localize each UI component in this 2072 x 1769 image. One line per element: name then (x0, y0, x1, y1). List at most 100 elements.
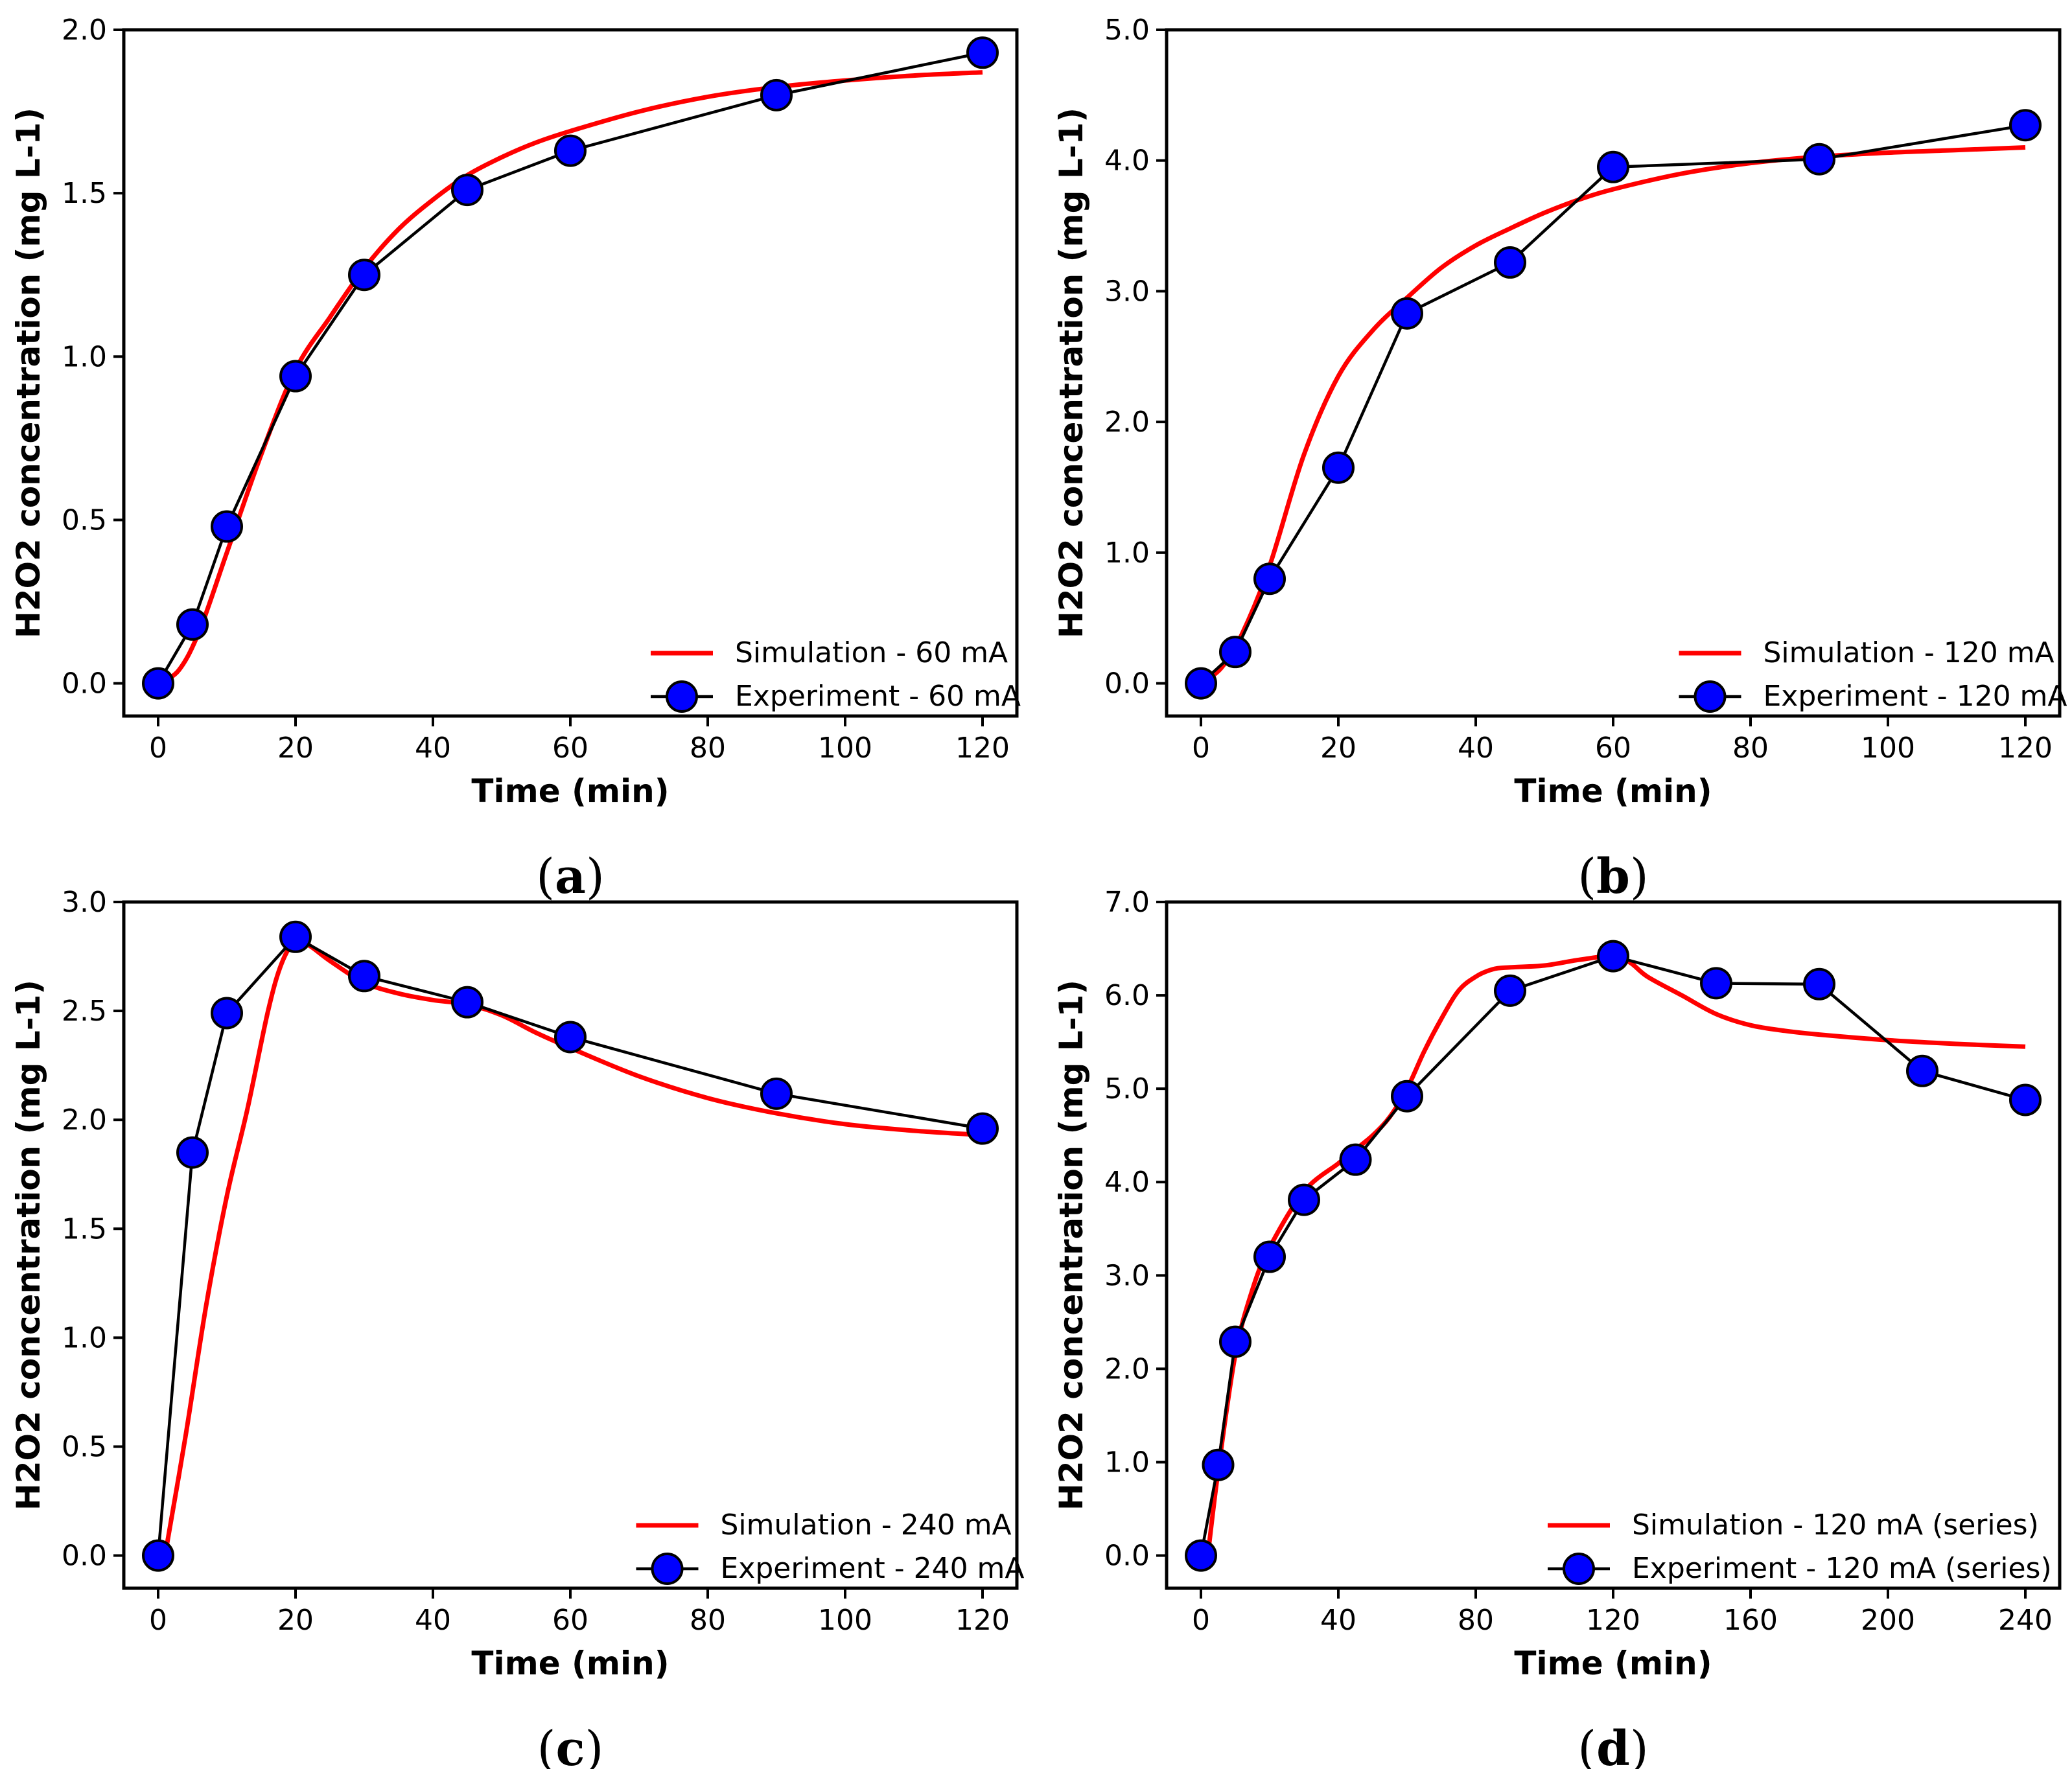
experiment-point (211, 510, 243, 543)
y-tick-label: 1.5 (62, 177, 107, 210)
y-tick-label: 7.0 (1104, 886, 1150, 919)
y-tick-label: 1.0 (62, 340, 107, 373)
x-tick-label: 20 (1320, 732, 1356, 765)
experiment-point (760, 78, 793, 111)
panel-label: (d) (1577, 1721, 1649, 1769)
y-tick-label: 4.0 (1104, 1166, 1150, 1199)
x-tick-label: 0 (149, 732, 167, 765)
panel-label-paren: ( (1577, 849, 1596, 905)
y-tick-label: 0.0 (1104, 1540, 1150, 1573)
x-tick-label: 120 (1586, 1604, 1640, 1637)
legend-simulation-label: Simulation - 240 mA (721, 1509, 1012, 1542)
experiment-point (2009, 1083, 2042, 1116)
x-axis-label: Time (min) (471, 772, 669, 810)
x-axis-label: Time (min) (1514, 1645, 1712, 1682)
panel-label-paren: ) (1630, 849, 1649, 905)
legend: Simulation - 120 mA Experiment - 120 mA (1679, 636, 2067, 713)
y-tick-label: 1.0 (62, 1321, 107, 1354)
experiment-point (451, 174, 483, 207)
panel-label-letter: a (555, 849, 586, 905)
y-tick-label: 0.5 (62, 503, 107, 537)
experiment-point (348, 960, 380, 993)
experiment-point (554, 1021, 587, 1054)
x-axis-label: Time (min) (1514, 772, 1712, 810)
experiment-point (348, 259, 380, 292)
y-tick-label: 5.0 (1104, 14, 1150, 47)
experiment-point (1391, 297, 1423, 330)
panel-label-paren: ( (536, 849, 555, 905)
x-tick-label: 20 (277, 732, 314, 765)
legend-experiment-label: Experiment - 60 mA (735, 680, 1021, 713)
x-tick-label: 80 (690, 1604, 726, 1637)
y-tick-label: 0.5 (62, 1430, 107, 1463)
panel-label: (a) (536, 849, 605, 905)
experiment-point (966, 36, 999, 69)
legend-experiment-label: Experiment - 120 mA (1764, 680, 2067, 713)
simulation-line (1199, 145, 2026, 686)
x-tick-label: 100 (818, 732, 872, 765)
y-axis-label: H2O2 concentration (mg L-1) (1053, 108, 1090, 638)
x-tick-label: 100 (1861, 732, 1915, 765)
experiment-point (1253, 562, 1286, 595)
experiment-point (1803, 143, 1835, 176)
x-tick-label: 120 (1998, 732, 2053, 765)
y-tick-label: 6.0 (1104, 979, 1150, 1012)
experiment-point (1219, 636, 1251, 669)
legend-experiment-swatch-marker (1694, 680, 1727, 713)
experiment-point (760, 1077, 793, 1110)
chart-panel-d: 0 40 80 120 160 200 240 0.0 1.0 2.0 3.0 4.0 5.0 6.0 7.… (1053, 886, 2062, 1769)
y-tick-label: 5.0 (1104, 1072, 1150, 1105)
experiment-point (1339, 1143, 1372, 1176)
experiment-point (1185, 667, 1217, 700)
legend: Simulation - 60 mA Experiment - 60 mA (651, 636, 1021, 713)
experiment-point (1185, 1539, 1217, 1572)
chart-panel-b: 0 20 40 60 80 100 120 0.0 1.0 2.0 3.0 4.0 5.0 Time (m… (1053, 14, 2067, 905)
x-tick-label: 200 (1861, 1604, 1915, 1637)
legend-simulation-label: Simulation - 120 mA (1764, 636, 2055, 669)
y-tick-label: 2.5 (62, 995, 107, 1028)
y-tick-label: 1.0 (1104, 1446, 1150, 1479)
x-tick-label: 80 (1458, 1604, 1494, 1637)
x-tick-label: 60 (1595, 732, 1631, 765)
x-tick-label: 60 (552, 732, 588, 765)
simulation-line (1205, 954, 2026, 1556)
experiment-point (1253, 1240, 1286, 1273)
legend-experiment-swatch-marker (651, 1553, 684, 1585)
legend-experiment-swatch-marker (1563, 1553, 1595, 1585)
legend-experiment-swatch-marker (666, 680, 698, 713)
chart-panel-c: 0 20 40 60 80 100 120 0.0 0.5 1.0 1.5 2.0 2.5 3.0 Time… (10, 886, 1025, 1769)
experiment-point (2009, 109, 2042, 142)
x-tick-label: 0 (1192, 732, 1210, 765)
simulation-line (163, 938, 983, 1556)
y-axis-label: H2O2 concentration (mg L-1) (10, 980, 47, 1510)
x-tick-label: 40 (415, 732, 451, 765)
panel-label-letter: c (555, 1721, 585, 1769)
experiment-point (1906, 1054, 1938, 1087)
x-tick-label: 0 (1192, 1604, 1210, 1637)
panel-label-letter: d (1596, 1721, 1630, 1769)
experiment-point (1700, 967, 1732, 1000)
y-tick-label: 3.0 (62, 886, 107, 919)
legend: Simulation - 120 mA (series) Experiment -… (1548, 1509, 2052, 1585)
panel-label-paren: ) (586, 849, 605, 905)
y-tick-label: 2.0 (1104, 1352, 1150, 1385)
legend: Simulation - 240 mA Experiment - 240 mA (636, 1509, 1025, 1585)
experiment-point (1219, 1325, 1251, 1358)
y-axis-label: H2O2 concentration (mg L-1) (1053, 980, 1090, 1510)
y-tick-label: 0.0 (62, 1540, 107, 1573)
panel-label: (c) (537, 1721, 604, 1769)
legend-simulation-label: Simulation - 60 mA (735, 636, 1008, 669)
x-tick-label: 120 (955, 1604, 1010, 1637)
experiment-point (142, 667, 174, 700)
experiment-point (1494, 246, 1526, 279)
x-tick-label: 40 (1458, 732, 1494, 765)
y-tick-label: 1.0 (1104, 537, 1150, 570)
x-tick-label: 160 (1723, 1604, 1778, 1637)
panel-label: (b) (1577, 849, 1649, 905)
x-axis-label: Time (min) (471, 1645, 669, 1682)
plot-frame (1165, 28, 2062, 718)
experiment-point (1597, 940, 1629, 973)
experiment-point (1202, 1448, 1235, 1481)
experiment-point (142, 1539, 174, 1572)
